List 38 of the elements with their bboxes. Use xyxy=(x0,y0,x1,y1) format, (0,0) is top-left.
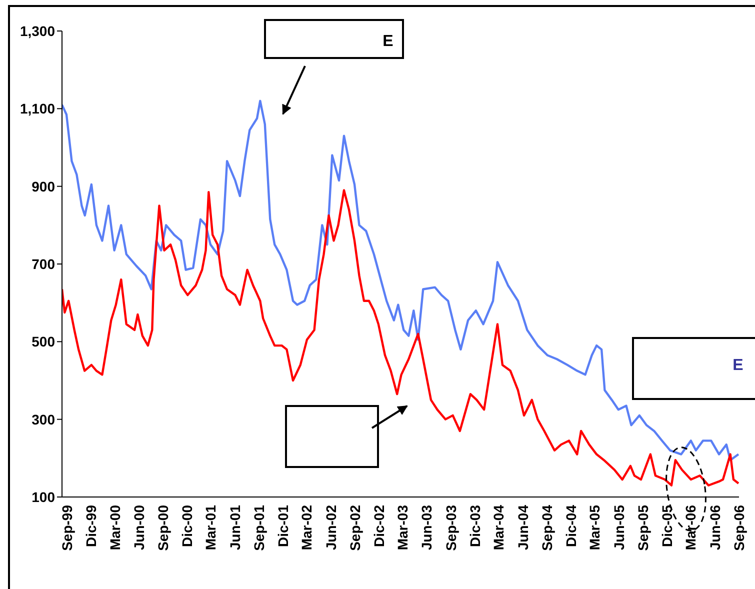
y-tick-label: 900 xyxy=(32,178,56,194)
x-tick-label: Dic-04 xyxy=(563,504,580,548)
x-tick-label: Sep-05 xyxy=(635,504,652,551)
x-tick-label: Mar-05 xyxy=(586,504,603,550)
x-tick-label: Mar-04 xyxy=(490,504,507,550)
x-tick-label: Jun-00 xyxy=(130,504,147,550)
x-tick-label: Sep-02 xyxy=(346,504,363,551)
x-tick-label: Mar-06 xyxy=(682,504,699,550)
x-tick-label: Dic-00 xyxy=(179,504,196,548)
x-tick-label: Jun-05 xyxy=(610,504,627,550)
x-tick-label: Sep-06 xyxy=(730,504,747,551)
x-tick-label: Dic-03 xyxy=(466,504,483,548)
x-tick-label: Dic-99 xyxy=(82,504,99,548)
x-tick-label: Sep-01 xyxy=(251,504,268,551)
x-tick-label: Jun-02 xyxy=(322,504,339,550)
x-tick-label: Jun-03 xyxy=(418,504,435,550)
y-tick-label: 500 xyxy=(32,334,56,350)
x-tick-label: Mar-01 xyxy=(202,504,219,550)
y-tick-label: 300 xyxy=(32,411,56,428)
x-tick-label: Dic-02 xyxy=(370,504,387,548)
x-tick-label: Dic-05 xyxy=(658,504,675,548)
x-tick-label: Jun-04 xyxy=(514,504,531,550)
x-tick-label: Sep-99 xyxy=(58,504,75,551)
x-tick-label: Mar-00 xyxy=(106,504,123,550)
x-tick-label: Sep-00 xyxy=(155,504,172,551)
annotation: E xyxy=(732,357,744,374)
x-tick-label: Jun-01 xyxy=(226,504,243,550)
x-tick-label: Jun-06 xyxy=(706,504,723,550)
y-tick-label: 100 xyxy=(32,488,56,505)
y-tick-label: 1,300 xyxy=(20,22,56,39)
x-tick-label: Mar-03 xyxy=(394,504,411,550)
annotation: E xyxy=(382,33,394,50)
y-tick-label: 1,100 xyxy=(20,100,56,117)
y-tick-label: 700 xyxy=(32,256,56,272)
x-tick-label: Sep-04 xyxy=(539,504,556,551)
x-tick-label: Sep-03 xyxy=(442,504,459,551)
x-tick-label: Dic-01 xyxy=(274,504,291,548)
x-tick-label: Mar-02 xyxy=(298,504,315,550)
